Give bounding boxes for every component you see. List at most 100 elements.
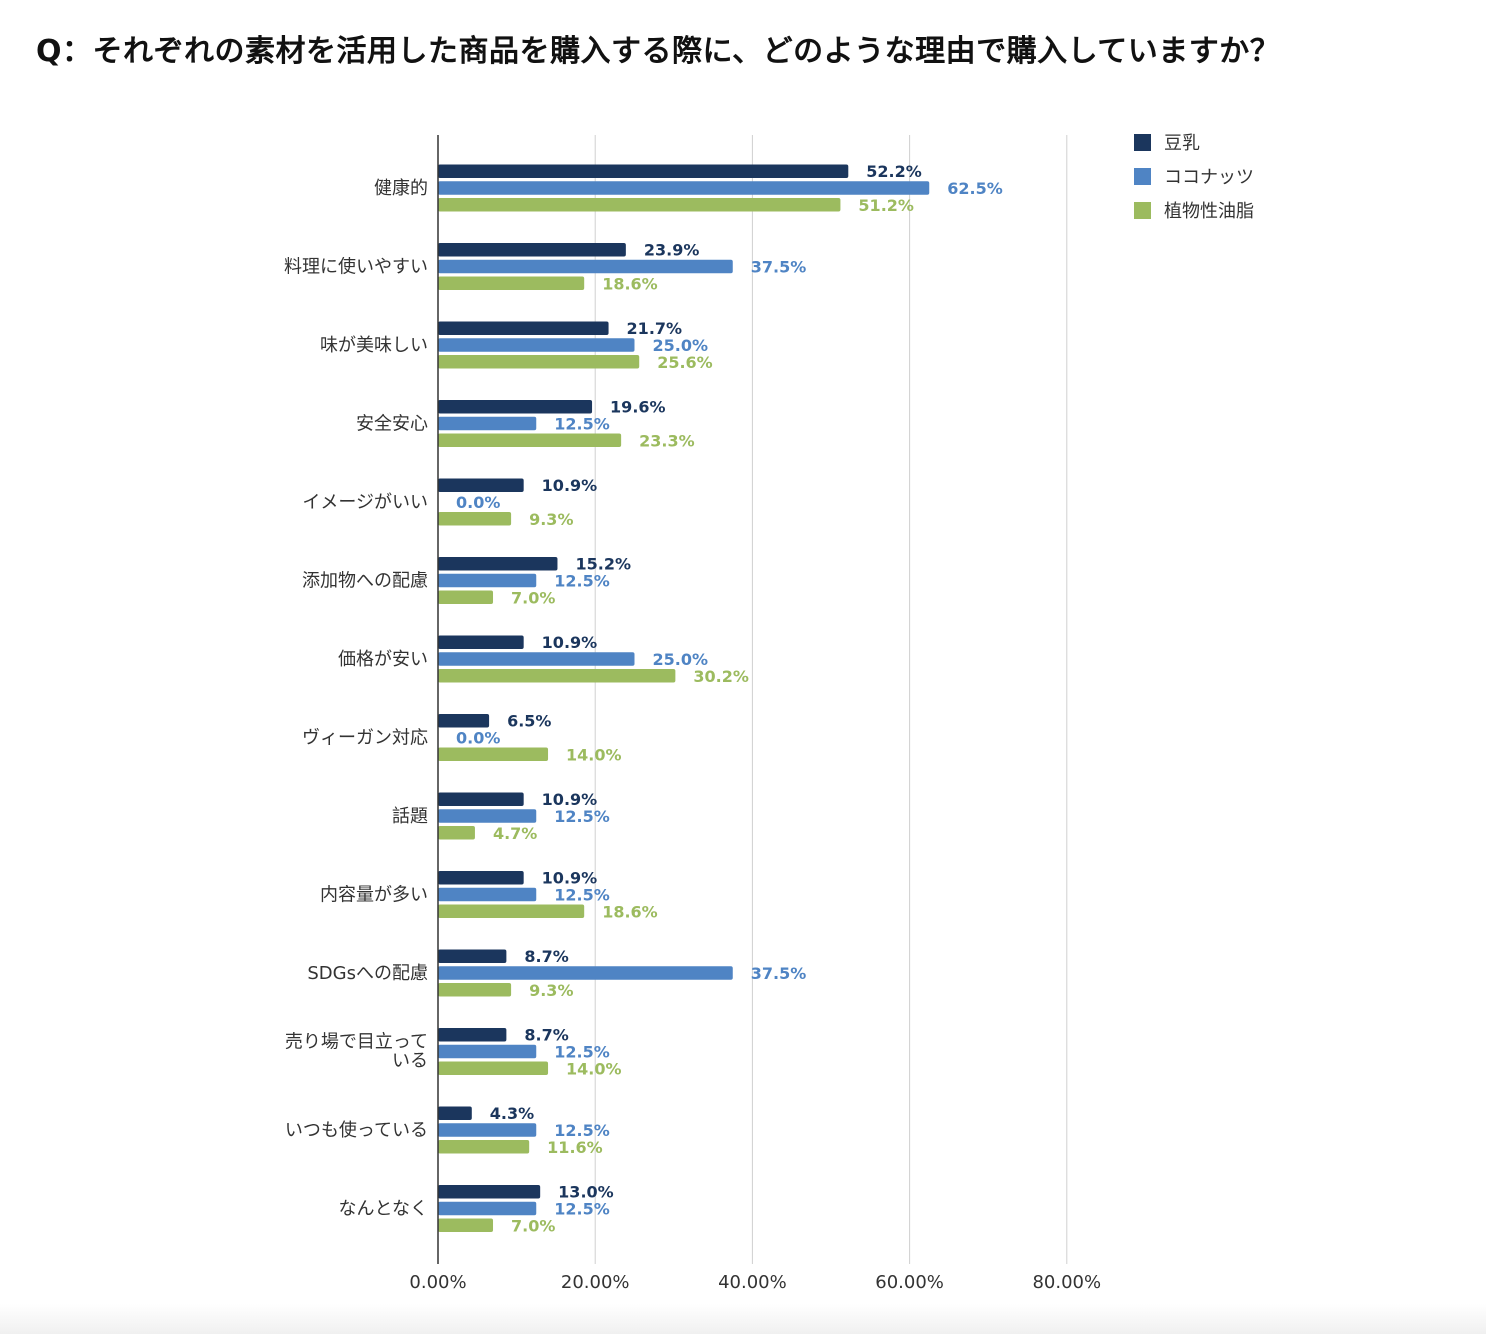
data-label: 25.6%	[657, 353, 713, 372]
bar	[438, 747, 549, 762]
data-label: 4.3%	[490, 1104, 534, 1123]
data-label: 23.9%	[644, 241, 700, 260]
bar	[438, 1061, 549, 1076]
data-label: 6.5%	[507, 712, 551, 731]
bar	[438, 809, 537, 823]
data-label: 51.2%	[858, 196, 914, 215]
category-label: 料理に使いやすい	[284, 257, 428, 278]
bar	[438, 1106, 472, 1120]
data-label: 12.5%	[554, 1043, 610, 1062]
category-label-line: 売り場で目立って	[285, 1032, 428, 1053]
data-label: 10.9%	[542, 633, 598, 652]
bar	[438, 669, 676, 683]
bar	[438, 887, 537, 902]
bar	[438, 870, 524, 885]
data-label: 25.0%	[653, 336, 709, 355]
legend-swatch	[1134, 168, 1151, 185]
bar	[438, 983, 512, 997]
data-label: 25.0%	[653, 650, 709, 669]
data-label: 18.6%	[602, 902, 658, 921]
page-title: Q：それぞれの素材を活用した商品を購入する際に、どのような理由で購入していますか…	[36, 34, 1281, 69]
x-tick-label: 40.00%	[718, 1272, 787, 1293]
legend-label: ココナッツ	[1164, 167, 1254, 188]
data-label: 19.6%	[610, 398, 666, 417]
bar	[438, 1140, 530, 1154]
x-tick-label: 0.00%	[409, 1272, 466, 1293]
bar	[438, 792, 524, 806]
bar	[438, 478, 524, 492]
category-label: 味が美味しい	[320, 335, 428, 356]
bar	[438, 259, 733, 274]
data-label: 0.0%	[456, 729, 500, 748]
data-label: 14.0%	[566, 1059, 622, 1078]
data-label: 12.5%	[554, 415, 610, 434]
data-label: 7.0%	[511, 588, 555, 607]
legend-label: 植物性油脂	[1164, 201, 1254, 222]
category-label: イメージがいい	[302, 492, 428, 513]
category-label: 売り場で目立っている	[285, 1032, 428, 1072]
data-label: 13.0%	[558, 1183, 614, 1202]
bottom-fade	[0, 1304, 1486, 1334]
bar	[438, 826, 475, 840]
category-label: SDGsへの配慮	[307, 963, 428, 984]
data-label: 9.3%	[529, 510, 573, 529]
bar	[438, 966, 733, 980]
bar	[438, 338, 635, 352]
data-label: 10.9%	[542, 790, 598, 809]
category-label: いつも使っている	[285, 1120, 428, 1141]
category-label: なんとなく	[339, 1199, 428, 1220]
data-label: 37.5%	[751, 964, 807, 983]
category-label: 話題	[392, 806, 428, 827]
bar	[438, 1044, 537, 1059]
bar	[438, 590, 494, 605]
data-label: 11.6%	[547, 1138, 603, 1157]
category-label: 安全安心	[356, 414, 428, 435]
data-label: 8.7%	[524, 1026, 568, 1045]
data-label: 0.0%	[456, 493, 500, 512]
bar	[438, 321, 609, 335]
data-label: 7.0%	[511, 1216, 555, 1235]
x-tick-label: 80.00%	[1032, 1272, 1101, 1293]
data-label: 15.2%	[575, 555, 631, 574]
bar	[438, 1218, 494, 1233]
x-tick-label: 60.00%	[875, 1272, 944, 1293]
bar	[438, 652, 635, 666]
bar	[438, 276, 585, 291]
data-label: 12.5%	[554, 886, 610, 905]
data-label: 10.9%	[542, 476, 598, 495]
category-label: ヴィーガン対応	[302, 728, 428, 749]
legend-swatch	[1134, 134, 1151, 151]
data-label: 10.9%	[542, 869, 598, 888]
category-label: 価格が安い	[338, 649, 428, 670]
data-label: 12.5%	[554, 572, 610, 591]
data-label: 21.7%	[627, 319, 683, 338]
data-label: 62.5%	[947, 179, 1003, 198]
data-label: 12.5%	[554, 807, 610, 826]
bar	[438, 949, 507, 963]
bar	[438, 164, 849, 178]
bar	[438, 416, 537, 431]
bar	[438, 635, 524, 649]
data-label: 8.7%	[524, 947, 568, 966]
data-label: 23.3%	[639, 431, 695, 450]
bar	[438, 1123, 537, 1137]
bar	[438, 355, 640, 369]
bar	[438, 242, 626, 257]
category-label: 内容量が多い	[320, 885, 428, 906]
data-label: 4.7%	[493, 824, 537, 843]
legend-label: 豆乳	[1164, 133, 1200, 154]
bar	[438, 1184, 541, 1199]
category-label: 添加物への配慮	[302, 571, 428, 592]
bar	[438, 713, 490, 728]
bar	[438, 573, 537, 588]
data-label: 9.3%	[529, 981, 573, 1000]
bar	[438, 198, 841, 212]
category-label-line: いる	[392, 1051, 428, 1072]
legend-swatch	[1134, 202, 1151, 219]
x-tick-label: 20.00%	[561, 1272, 630, 1293]
data-label: 30.2%	[693, 667, 749, 686]
bar	[438, 399, 593, 414]
bar	[438, 433, 622, 448]
data-label: 12.5%	[554, 1200, 610, 1219]
